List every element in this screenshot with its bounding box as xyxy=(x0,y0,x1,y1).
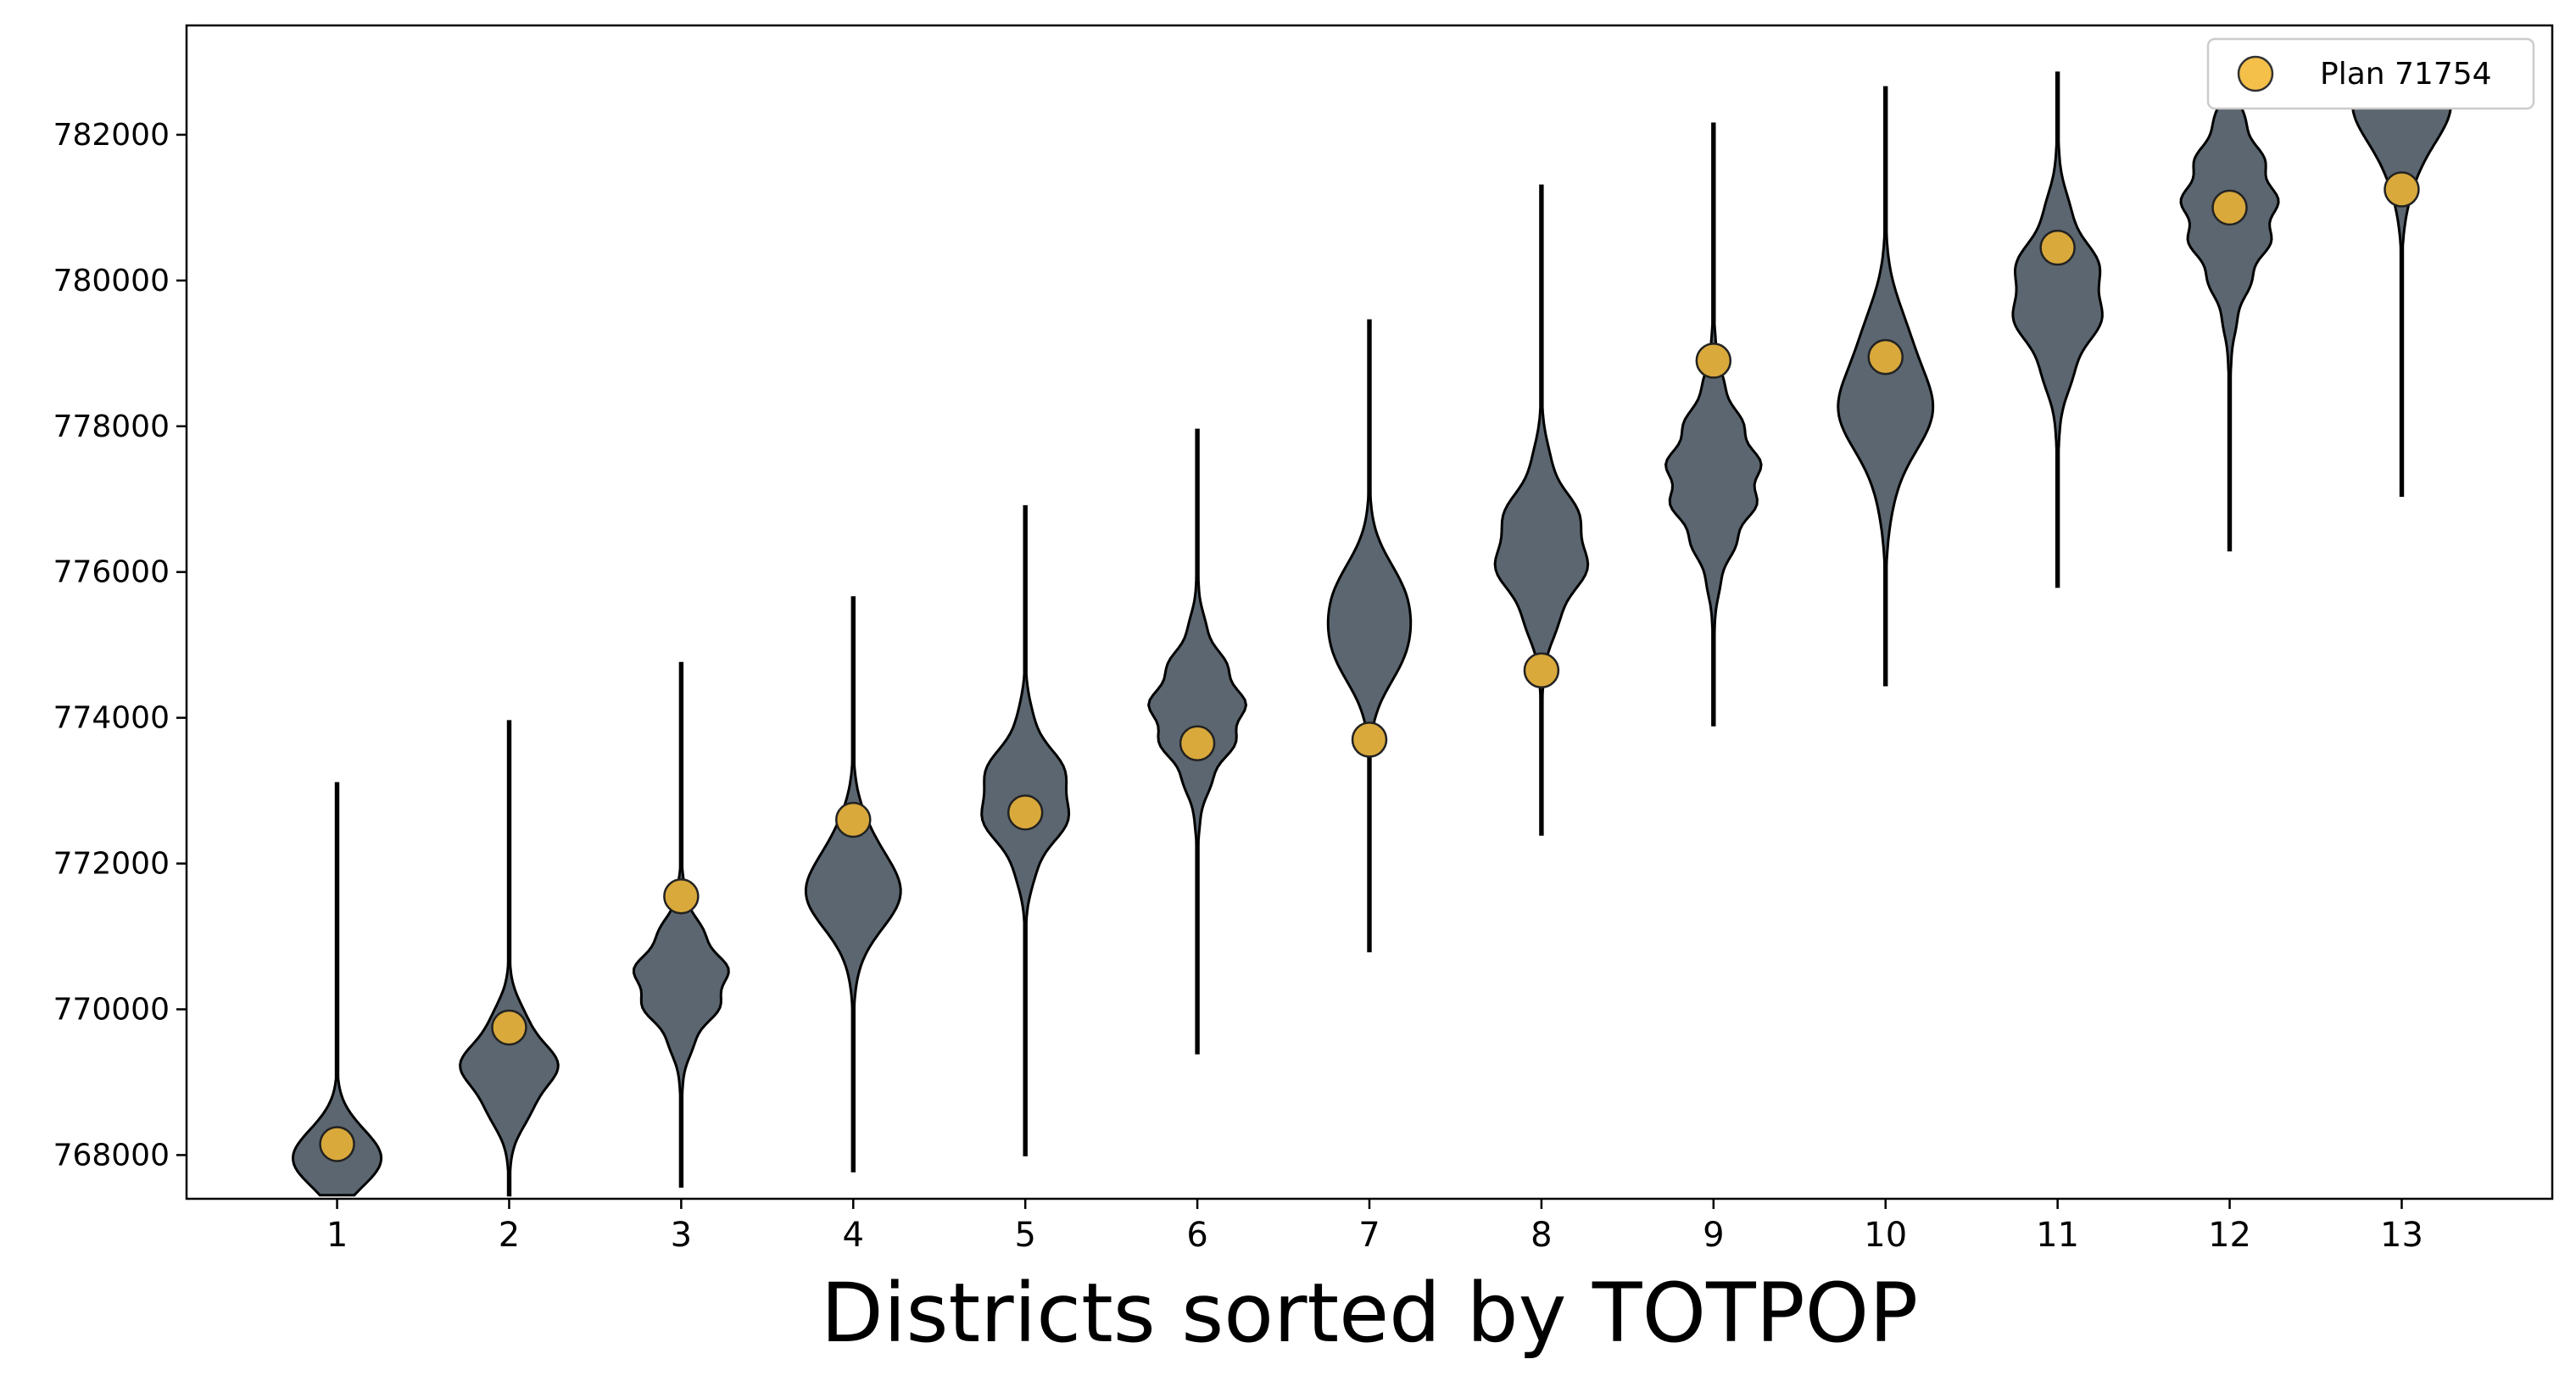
x-tick-label: 3 xyxy=(671,1216,692,1255)
y-tick-label: 774000 xyxy=(53,701,170,736)
plan-point-10 xyxy=(1867,338,1904,376)
violin-district-2 xyxy=(459,720,560,1197)
violin-district-3 xyxy=(632,661,730,1188)
plan-point-3 xyxy=(663,878,700,915)
x-tick-label: 11 xyxy=(2036,1216,2079,1255)
violin-district-7 xyxy=(1326,319,1413,953)
x-axis: 1 2 3 4 5 6 7 8 9 10 11 12 13 xyxy=(326,1199,2423,1255)
violin-district-9 xyxy=(1664,122,1763,727)
plan-point-4 xyxy=(835,801,872,838)
legend-label: Plan 71754 xyxy=(2320,57,2492,92)
violin-district-4 xyxy=(804,596,902,1173)
plan-point-2 xyxy=(491,1009,527,1046)
plan-point-1 xyxy=(319,1126,355,1162)
y-tick-label: 776000 xyxy=(53,555,170,590)
legend: Plan 71754 xyxy=(2206,37,2535,110)
plan-point-13 xyxy=(2384,171,2420,208)
x-axis-label: Districts sorted by TOTPOP xyxy=(821,1266,1918,1361)
x-tick-label: 1 xyxy=(326,1216,348,1255)
violin-district-8 xyxy=(1493,184,1590,836)
y-tick-label: 770000 xyxy=(53,992,170,1027)
violin-district-13 xyxy=(2350,60,2452,497)
x-tick-label: 12 xyxy=(2208,1216,2251,1255)
violin-group xyxy=(291,60,2452,1197)
violin-district-11 xyxy=(2011,71,2104,588)
x-tick-label: 2 xyxy=(499,1216,520,1255)
violin-district-10 xyxy=(1837,86,1935,687)
plan-point-12 xyxy=(2211,189,2248,226)
plan-point-5 xyxy=(1006,794,1044,831)
plan-point-7 xyxy=(1351,721,1388,758)
y-tick-label: 778000 xyxy=(53,409,170,444)
legend-marker xyxy=(2237,55,2274,92)
x-tick-label: 4 xyxy=(843,1216,864,1255)
x-tick-label: 6 xyxy=(1186,1216,1207,1255)
violin-district-1 xyxy=(291,782,383,1197)
violin-district-5 xyxy=(980,504,1071,1156)
plan-point-8 xyxy=(1523,652,1560,689)
violin-district-12 xyxy=(2179,64,2280,552)
y-tick-label: 782000 xyxy=(53,118,170,153)
plan-point-6 xyxy=(1179,725,1216,761)
x-tick-label: 5 xyxy=(1014,1216,1035,1255)
y-tick-label: 768000 xyxy=(53,1138,170,1173)
x-tick-label: 13 xyxy=(2380,1216,2423,1255)
y-tick-label: 780000 xyxy=(53,264,170,298)
plan-point-11 xyxy=(2039,229,2076,266)
x-tick-label: 10 xyxy=(1864,1216,1907,1255)
x-tick-label: 8 xyxy=(1531,1216,1552,1255)
y-tick-label: 772000 xyxy=(53,847,170,882)
x-tick-label: 7 xyxy=(1358,1216,1380,1255)
plan-point-9 xyxy=(1695,343,1732,379)
y-axis: 768000 770000 772000 774000 776000 778000 7800… xyxy=(53,118,187,1173)
x-tick-label: 9 xyxy=(1703,1216,1724,1255)
legend-box xyxy=(2206,37,2535,110)
plan-points xyxy=(319,171,2420,1162)
